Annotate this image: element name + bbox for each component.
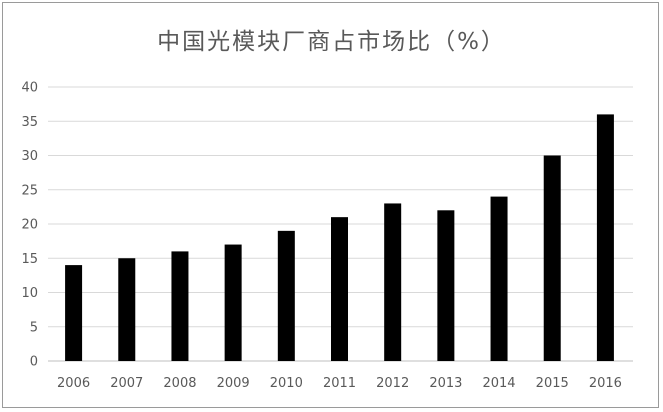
y-tick-label: 40: [21, 81, 38, 96]
bar: [543, 155, 561, 361]
x-tick-label: 2016: [589, 376, 622, 391]
y-tick-label: 15: [21, 252, 38, 267]
bar: [65, 265, 83, 361]
bar: [596, 114, 614, 362]
bar: [490, 196, 508, 361]
y-tick-label: 20: [21, 218, 38, 233]
chart-title: 中国光模块厂商占市场比（%）: [157, 29, 506, 55]
y-tick-label: 0: [30, 355, 38, 370]
x-tick-label: 2012: [376, 376, 409, 391]
x-tick-label: 2007: [110, 376, 143, 391]
x-tick-label: 2009: [217, 376, 250, 391]
y-tick-label: 30: [21, 149, 38, 164]
y-tick-label: 5: [30, 320, 38, 335]
bar: [224, 244, 242, 361]
bar: [118, 258, 136, 361]
bar: [277, 230, 295, 361]
x-tick-label: 2008: [163, 376, 196, 391]
x-tick-label: 2014: [482, 376, 515, 391]
x-tick-label: 2013: [429, 376, 462, 391]
y-tick-label: 25: [21, 183, 38, 198]
y-tick-label: 10: [21, 286, 38, 301]
x-tick-label: 2011: [323, 376, 356, 391]
x-tick-label: 2015: [536, 376, 569, 391]
bar: [437, 210, 455, 361]
x-tick-label: 2010: [270, 376, 303, 391]
bar: [384, 203, 402, 361]
bar: [171, 251, 189, 361]
y-tick-label: 35: [21, 115, 38, 130]
bar: [331, 217, 348, 361]
x-tick-label: 2006: [57, 376, 90, 391]
